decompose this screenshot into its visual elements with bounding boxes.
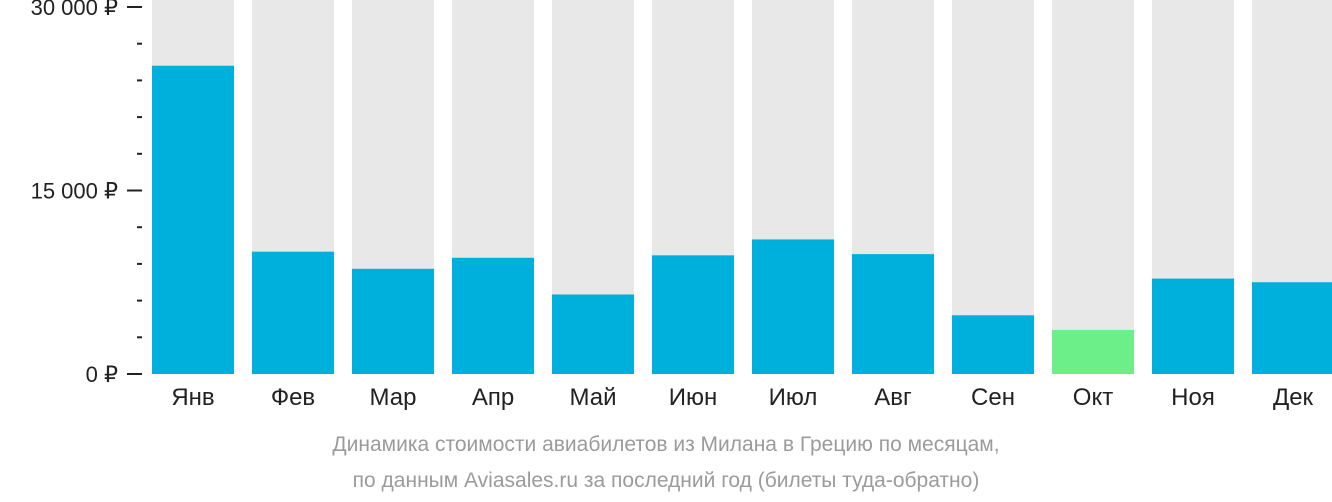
bar-track bbox=[1052, 0, 1134, 374]
x-tick-label: Мар bbox=[370, 384, 417, 411]
bar-11[interactable] bbox=[1152, 278, 1234, 374]
chart-caption-line-1: Динамика стоимости авиабилетов из Милана… bbox=[332, 433, 1000, 456]
y-axis: 0 ₽ 15 000 ₽ 30 000 ₽ bbox=[31, 0, 142, 387]
x-tick-label: Дек bbox=[1273, 384, 1314, 411]
chart-caption-line-2: по данным Aviasales.ru за последний год … bbox=[352, 469, 980, 492]
bar-8[interactable] bbox=[852, 254, 934, 374]
x-tick-label: Фев bbox=[271, 384, 315, 411]
bar-9[interactable] bbox=[952, 315, 1034, 374]
x-tick-label: Янв bbox=[171, 384, 214, 411]
bar-2[interactable] bbox=[252, 251, 334, 374]
bar-3[interactable] bbox=[352, 268, 434, 374]
x-tick-label: Апр bbox=[472, 384, 514, 411]
bars bbox=[152, 0, 1332, 374]
x-tick-label: Июн bbox=[669, 384, 718, 411]
x-tick-label: Май bbox=[569, 384, 616, 411]
bar-track bbox=[952, 0, 1034, 374]
y-tick-label: 15 000 ₽ bbox=[31, 179, 118, 204]
bar-5[interactable] bbox=[552, 294, 634, 374]
x-tick-label: Июл bbox=[769, 384, 818, 411]
x-tick-label: Ноя bbox=[1171, 384, 1215, 411]
x-axis: Янв Фев Мар Апр Май Июн Июл Авг Сен Окт Ноя Дек bbox=[171, 384, 1313, 411]
bar-7[interactable] bbox=[752, 239, 834, 374]
x-tick-label: Авг bbox=[874, 384, 912, 411]
x-tick-label: Сен bbox=[971, 384, 1015, 411]
bar-12[interactable] bbox=[1252, 282, 1332, 374]
bar-1[interactable] bbox=[152, 65, 234, 374]
x-tick-label: Окт bbox=[1073, 384, 1113, 411]
bar-4[interactable] bbox=[452, 257, 534, 374]
price-bar-chart: 0 ₽ 15 000 ₽ 30 000 ₽ Янв Фев Мар Апр Май Июн Ию… bbox=[31, 0, 1332, 411]
bar-10[interactable] bbox=[1052, 329, 1134, 374]
y-tick-label: 0 ₽ bbox=[86, 362, 118, 387]
y-tick-label: 30 000 ₽ bbox=[31, 0, 118, 20]
bar-6[interactable] bbox=[652, 255, 734, 374]
